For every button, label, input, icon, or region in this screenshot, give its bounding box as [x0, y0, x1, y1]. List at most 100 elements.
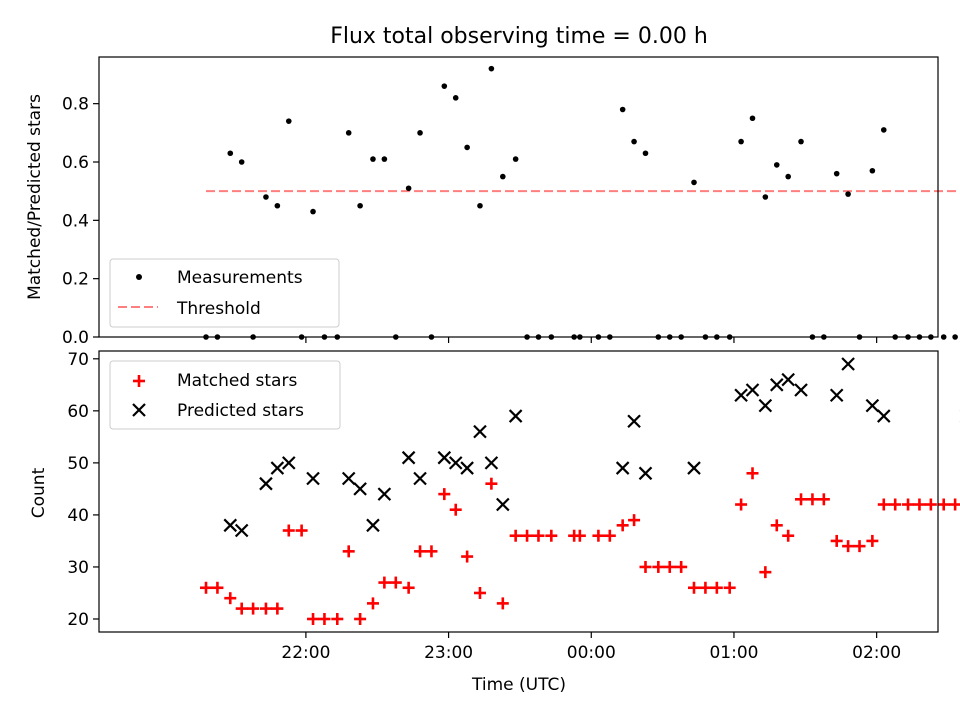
predicted-star-point: [841, 357, 855, 371]
predicted-star-point: [270, 461, 285, 475]
measurement-point: [619, 106, 626, 113]
matched-star-point: [770, 519, 783, 532]
predicted-x-b: [769, 378, 784, 392]
measurement-point: [773, 162, 780, 168]
matched-star-point: [414, 545, 427, 558]
measurement-point: [357, 202, 363, 209]
matched-star-point: [889, 498, 902, 511]
predicted-star-point: [366, 518, 380, 533]
matched-star-point: [425, 545, 438, 558]
predicted-star-point: [437, 450, 452, 465]
matched-star-point: [924, 498, 937, 511]
legend-threshold-label: Threshold: [176, 299, 261, 319]
legend-predicted-label: Predicted stars: [177, 401, 304, 421]
predicted-x-b: [794, 383, 808, 397]
measurement-point: [749, 115, 756, 122]
predicted-star-point: [341, 471, 356, 486]
matched-star-point: [628, 514, 641, 527]
measurement-point: [274, 202, 281, 209]
predicted-star-point: [769, 378, 784, 392]
matched-star-point: [949, 498, 960, 511]
matched-star-point: [830, 534, 843, 547]
count-y-tick-label: 30: [67, 558, 89, 578]
ratio-legend: Measurements Threshold: [109, 258, 340, 328]
predicted-x-b: [473, 424, 487, 439]
matched-star-point: [913, 498, 926, 511]
matched-star-point: [342, 545, 355, 558]
predicted-x-b: [377, 487, 392, 501]
matched-star-point: [259, 602, 272, 615]
measurement-point: [642, 150, 649, 157]
predicted-star-point: [794, 383, 808, 397]
predicted-star-point: [865, 398, 880, 413]
predicted-star-point: [638, 466, 653, 481]
predicted-x-b: [877, 409, 891, 423]
matched-star-point: [532, 529, 545, 542]
predicted-x-b: [758, 398, 773, 413]
measurement-point: [500, 173, 506, 180]
matched-star-point: [746, 467, 759, 480]
predicted-x-b: [829, 388, 844, 403]
measurement-point: [417, 130, 423, 136]
count-y-tick-label: 40: [67, 506, 89, 526]
predicted-x-b: [865, 398, 880, 413]
predicted-star-point: [877, 409, 891, 423]
measurement-point: [952, 334, 958, 340]
ratio-marks: [203, 65, 960, 340]
predicted-x-b: [508, 409, 523, 423]
ratio-y-axis-label: Matched/Predicted stars: [25, 94, 45, 300]
predicted-star-point: [234, 523, 249, 538]
matched-star-point: [616, 519, 629, 532]
matched-star-point: [509, 529, 522, 542]
predicted-star-point: [687, 461, 701, 475]
count-legend: Matched stars Predicted stars: [109, 360, 341, 430]
predicted-x-b: [401, 450, 416, 465]
matched-star-point: [485, 477, 498, 490]
predicted-x-b: [745, 383, 760, 397]
predicted-x-b: [638, 466, 653, 481]
predicted-x-b: [413, 471, 427, 486]
matched-star-point: [902, 498, 915, 511]
matched-star-point: [247, 602, 260, 615]
predicted-star-point: [281, 456, 296, 470]
matched-star-point: [521, 529, 534, 542]
matched-star-point: [307, 612, 320, 625]
measurement-point: [441, 83, 448, 89]
count-y-tick-label: 60: [67, 402, 89, 422]
predicted-x-b: [841, 357, 855, 371]
measurement-point: [762, 194, 769, 200]
count-panel: 20 30 40 50 60 70 22:00 23:00 00:00 01:00 02:00 Co…: [29, 350, 960, 695]
ratio-y-tick-label: 0.4: [62, 211, 89, 231]
measurement-point: [738, 138, 744, 145]
predicted-star-point: [758, 398, 773, 413]
ratio-y-tick-label: 0.2: [62, 270, 89, 290]
chart-title: Flux total observing time = 0.00 h: [330, 24, 708, 49]
predicted-star-point: [460, 461, 474, 475]
matched-star-point: [211, 581, 224, 594]
matched-star-point: [545, 529, 558, 542]
predicted-x-b: [270, 461, 285, 475]
predicted-x-b: [627, 414, 641, 429]
measurement-point: [798, 138, 804, 145]
predicted-star-point: [484, 456, 499, 470]
matched-star-point: [723, 581, 736, 594]
matched-star-point: [473, 586, 486, 599]
measurement-point: [381, 156, 388, 162]
measurement-point: [370, 156, 376, 162]
predicted-star-point: [223, 518, 238, 533]
ratio-y-tick-label: 0.0: [62, 328, 89, 348]
matched-star-point: [688, 581, 701, 594]
legend-measurements-label: Measurements: [177, 268, 303, 288]
predicted-x-b: [460, 461, 474, 475]
ratio-y-axis: 0.0 0.2 0.4 0.6 0.8: [62, 95, 878, 348]
ratio-y-tick-label: 0.8: [62, 95, 89, 115]
matched-star-point: [842, 540, 855, 553]
matched-star-point: [461, 550, 474, 563]
predicted-x-b: [687, 461, 701, 475]
matched-star-point: [449, 503, 462, 516]
predicted-x-b: [484, 456, 499, 470]
time-x-tick-label: 02:00: [852, 643, 901, 663]
count-axes-ticks: 20 30 40 50 60 70 22:00 23:00 00:00 01:00 02:00: [67, 350, 901, 663]
predicted-star-point: [627, 414, 641, 429]
measurement-point: [227, 150, 234, 157]
